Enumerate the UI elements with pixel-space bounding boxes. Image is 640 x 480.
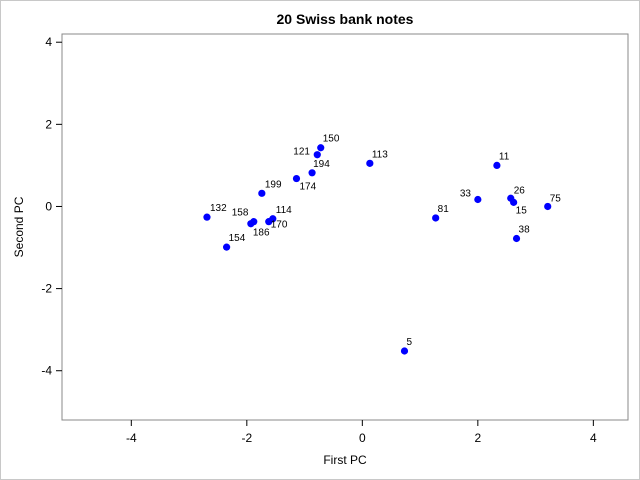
data-point-label: 154 bbox=[229, 233, 246, 244]
data-point-label: 81 bbox=[438, 204, 450, 215]
data-point-label: 170 bbox=[271, 220, 288, 231]
data-point bbox=[366, 159, 374, 167]
data-point bbox=[223, 243, 231, 251]
y-axis-label: Second PC bbox=[12, 196, 26, 257]
data-point-label: 11 bbox=[499, 151, 510, 162]
y-tick-label: 0 bbox=[45, 199, 52, 213]
y-tick-label: -4 bbox=[41, 364, 52, 378]
data-point-label: 38 bbox=[519, 224, 531, 235]
y-tick-label: -2 bbox=[41, 282, 52, 296]
x-tick-label: -4 bbox=[126, 431, 137, 445]
data-point bbox=[512, 234, 521, 243]
data-point bbox=[432, 214, 440, 222]
data-point bbox=[258, 189, 266, 197]
data-point bbox=[317, 144, 325, 152]
data-point bbox=[544, 202, 552, 211]
data-point-label: 114 bbox=[276, 205, 292, 216]
plot-area bbox=[61, 33, 629, 421]
data-point bbox=[474, 195, 482, 204]
x-tick-label: 4 bbox=[590, 431, 597, 445]
data-point-label: 15 bbox=[516, 205, 528, 216]
data-point bbox=[203, 213, 211, 221]
data-point bbox=[313, 151, 321, 159]
data-point-label: 121 bbox=[293, 147, 310, 158]
x-tick-label: 0 bbox=[359, 431, 366, 445]
data-points bbox=[203, 144, 552, 355]
data-point bbox=[247, 220, 255, 228]
data-point-label: 199 bbox=[265, 179, 282, 190]
data-point-label: 132 bbox=[210, 203, 227, 214]
data-point-label: 113 bbox=[372, 149, 388, 160]
x-tick-label: -2 bbox=[241, 431, 252, 445]
data-point bbox=[493, 161, 501, 170]
data-point-label: 186 bbox=[253, 228, 270, 239]
data-point-label: 150 bbox=[323, 134, 340, 145]
chart-title: 20 Swiss bank notes bbox=[277, 11, 414, 27]
data-point-label: 33 bbox=[460, 188, 472, 199]
data-point-label: 5 bbox=[406, 337, 412, 348]
data-point-label: 26 bbox=[514, 185, 526, 196]
data-point-label: 158 bbox=[232, 208, 249, 219]
data-point bbox=[308, 169, 316, 177]
data-point bbox=[510, 198, 518, 206]
y-tick-label: 4 bbox=[45, 35, 52, 49]
y-axis-ticks: -4 -2 0 2 4 bbox=[41, 35, 62, 378]
data-point-label: 194 bbox=[313, 159, 330, 170]
data-point-label: 75 bbox=[550, 193, 562, 204]
x-tick-label: 2 bbox=[474, 431, 481, 445]
y-tick-label: 2 bbox=[45, 117, 52, 131]
data-point bbox=[400, 347, 409, 355]
data-point bbox=[292, 174, 301, 183]
data-point-label: 174 bbox=[299, 182, 316, 193]
x-axis-label: First PC bbox=[323, 453, 367, 467]
data-point bbox=[265, 218, 273, 226]
x-axis-ticks: -4 -2 0 2 4 bbox=[126, 420, 597, 445]
